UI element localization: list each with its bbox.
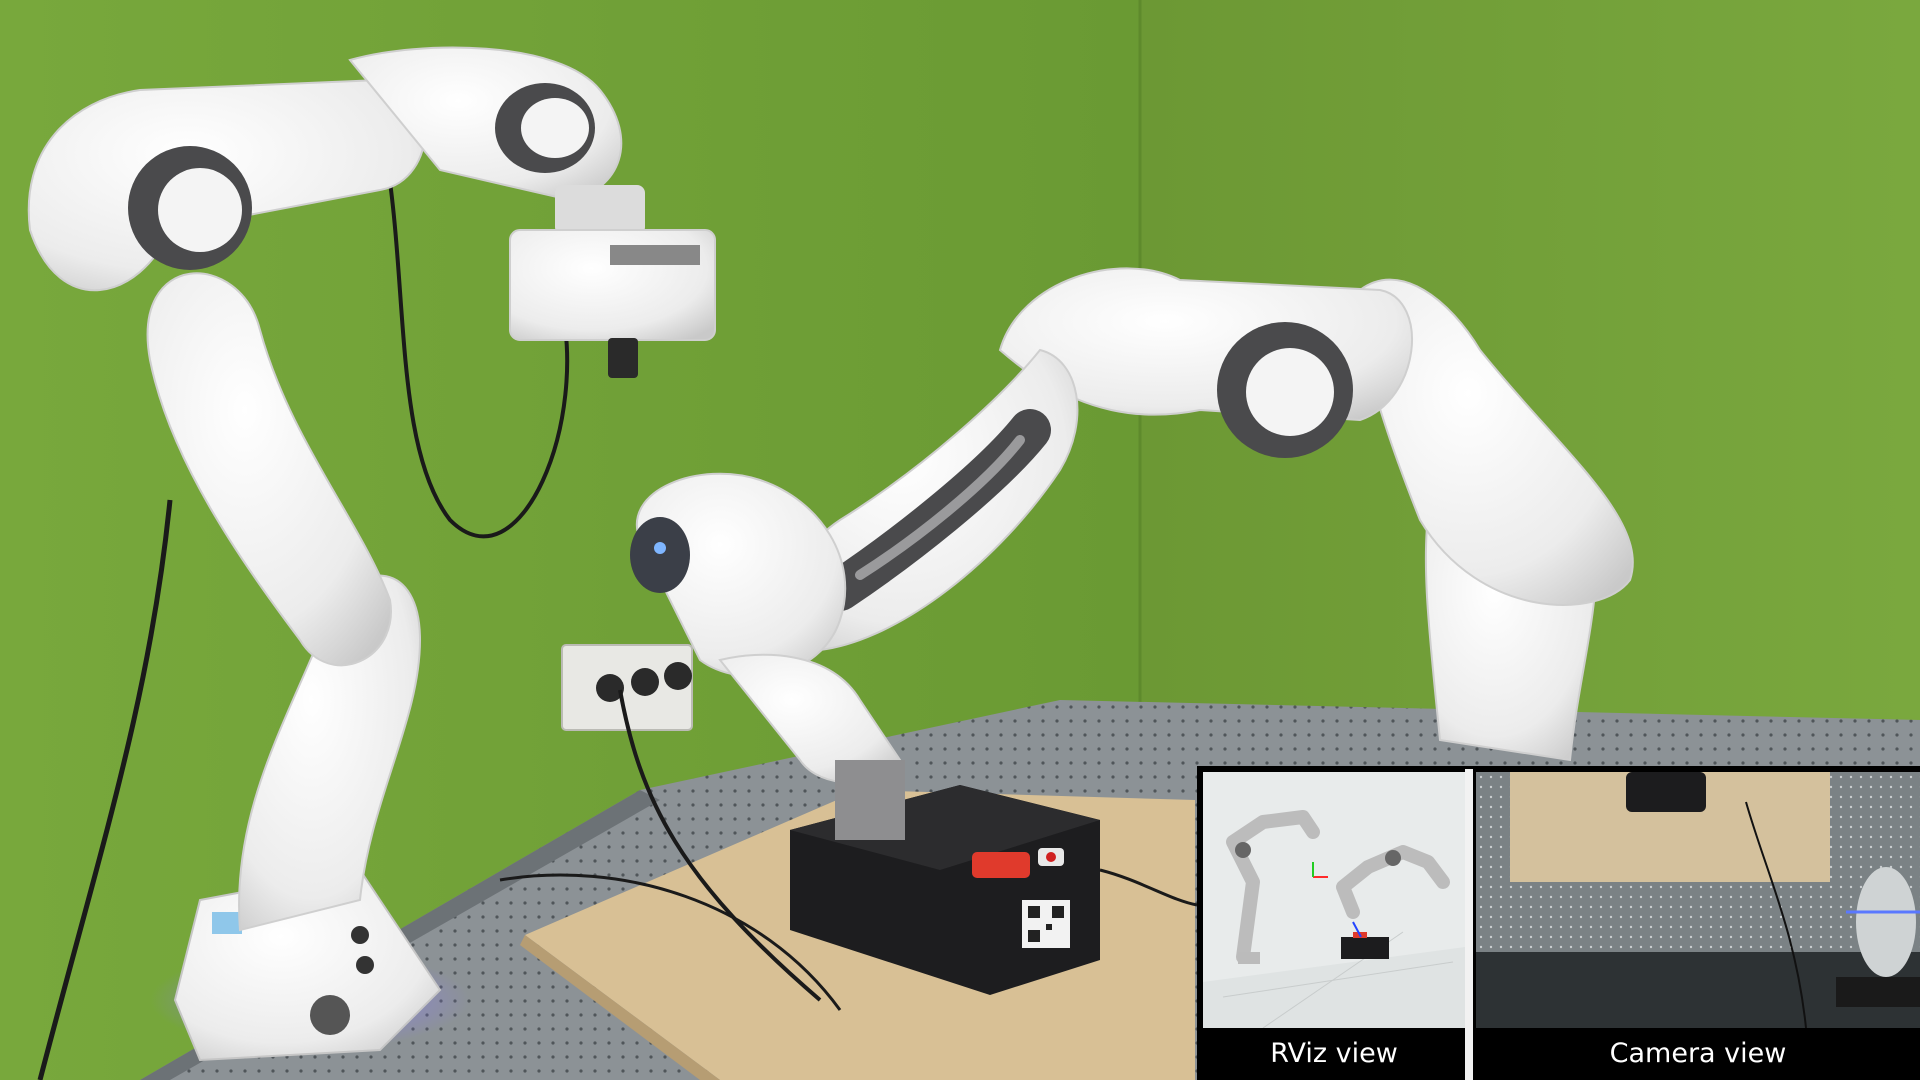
- rviz-view: [1203, 772, 1465, 1028]
- red-object: [972, 852, 1030, 878]
- camera-view-caption: Camera view: [1609, 1038, 1787, 1069]
- inset-divider: [1465, 769, 1473, 1080]
- left-robot-link-lower: [238, 574, 422, 932]
- camera-view: [1476, 772, 1920, 1028]
- rviz-render: [1203, 772, 1465, 1028]
- inset-panel: RViz view Camera view: [1197, 766, 1920, 1080]
- cable-arm: [358, 59, 570, 539]
- camera-render: [1476, 772, 1920, 1028]
- left-robot-link-mid: [146, 272, 392, 667]
- rviz-view-caption: RViz view: [1270, 1038, 1398, 1069]
- cable-left: [37, 499, 173, 1080]
- right-robot-gripper: [718, 653, 902, 784]
